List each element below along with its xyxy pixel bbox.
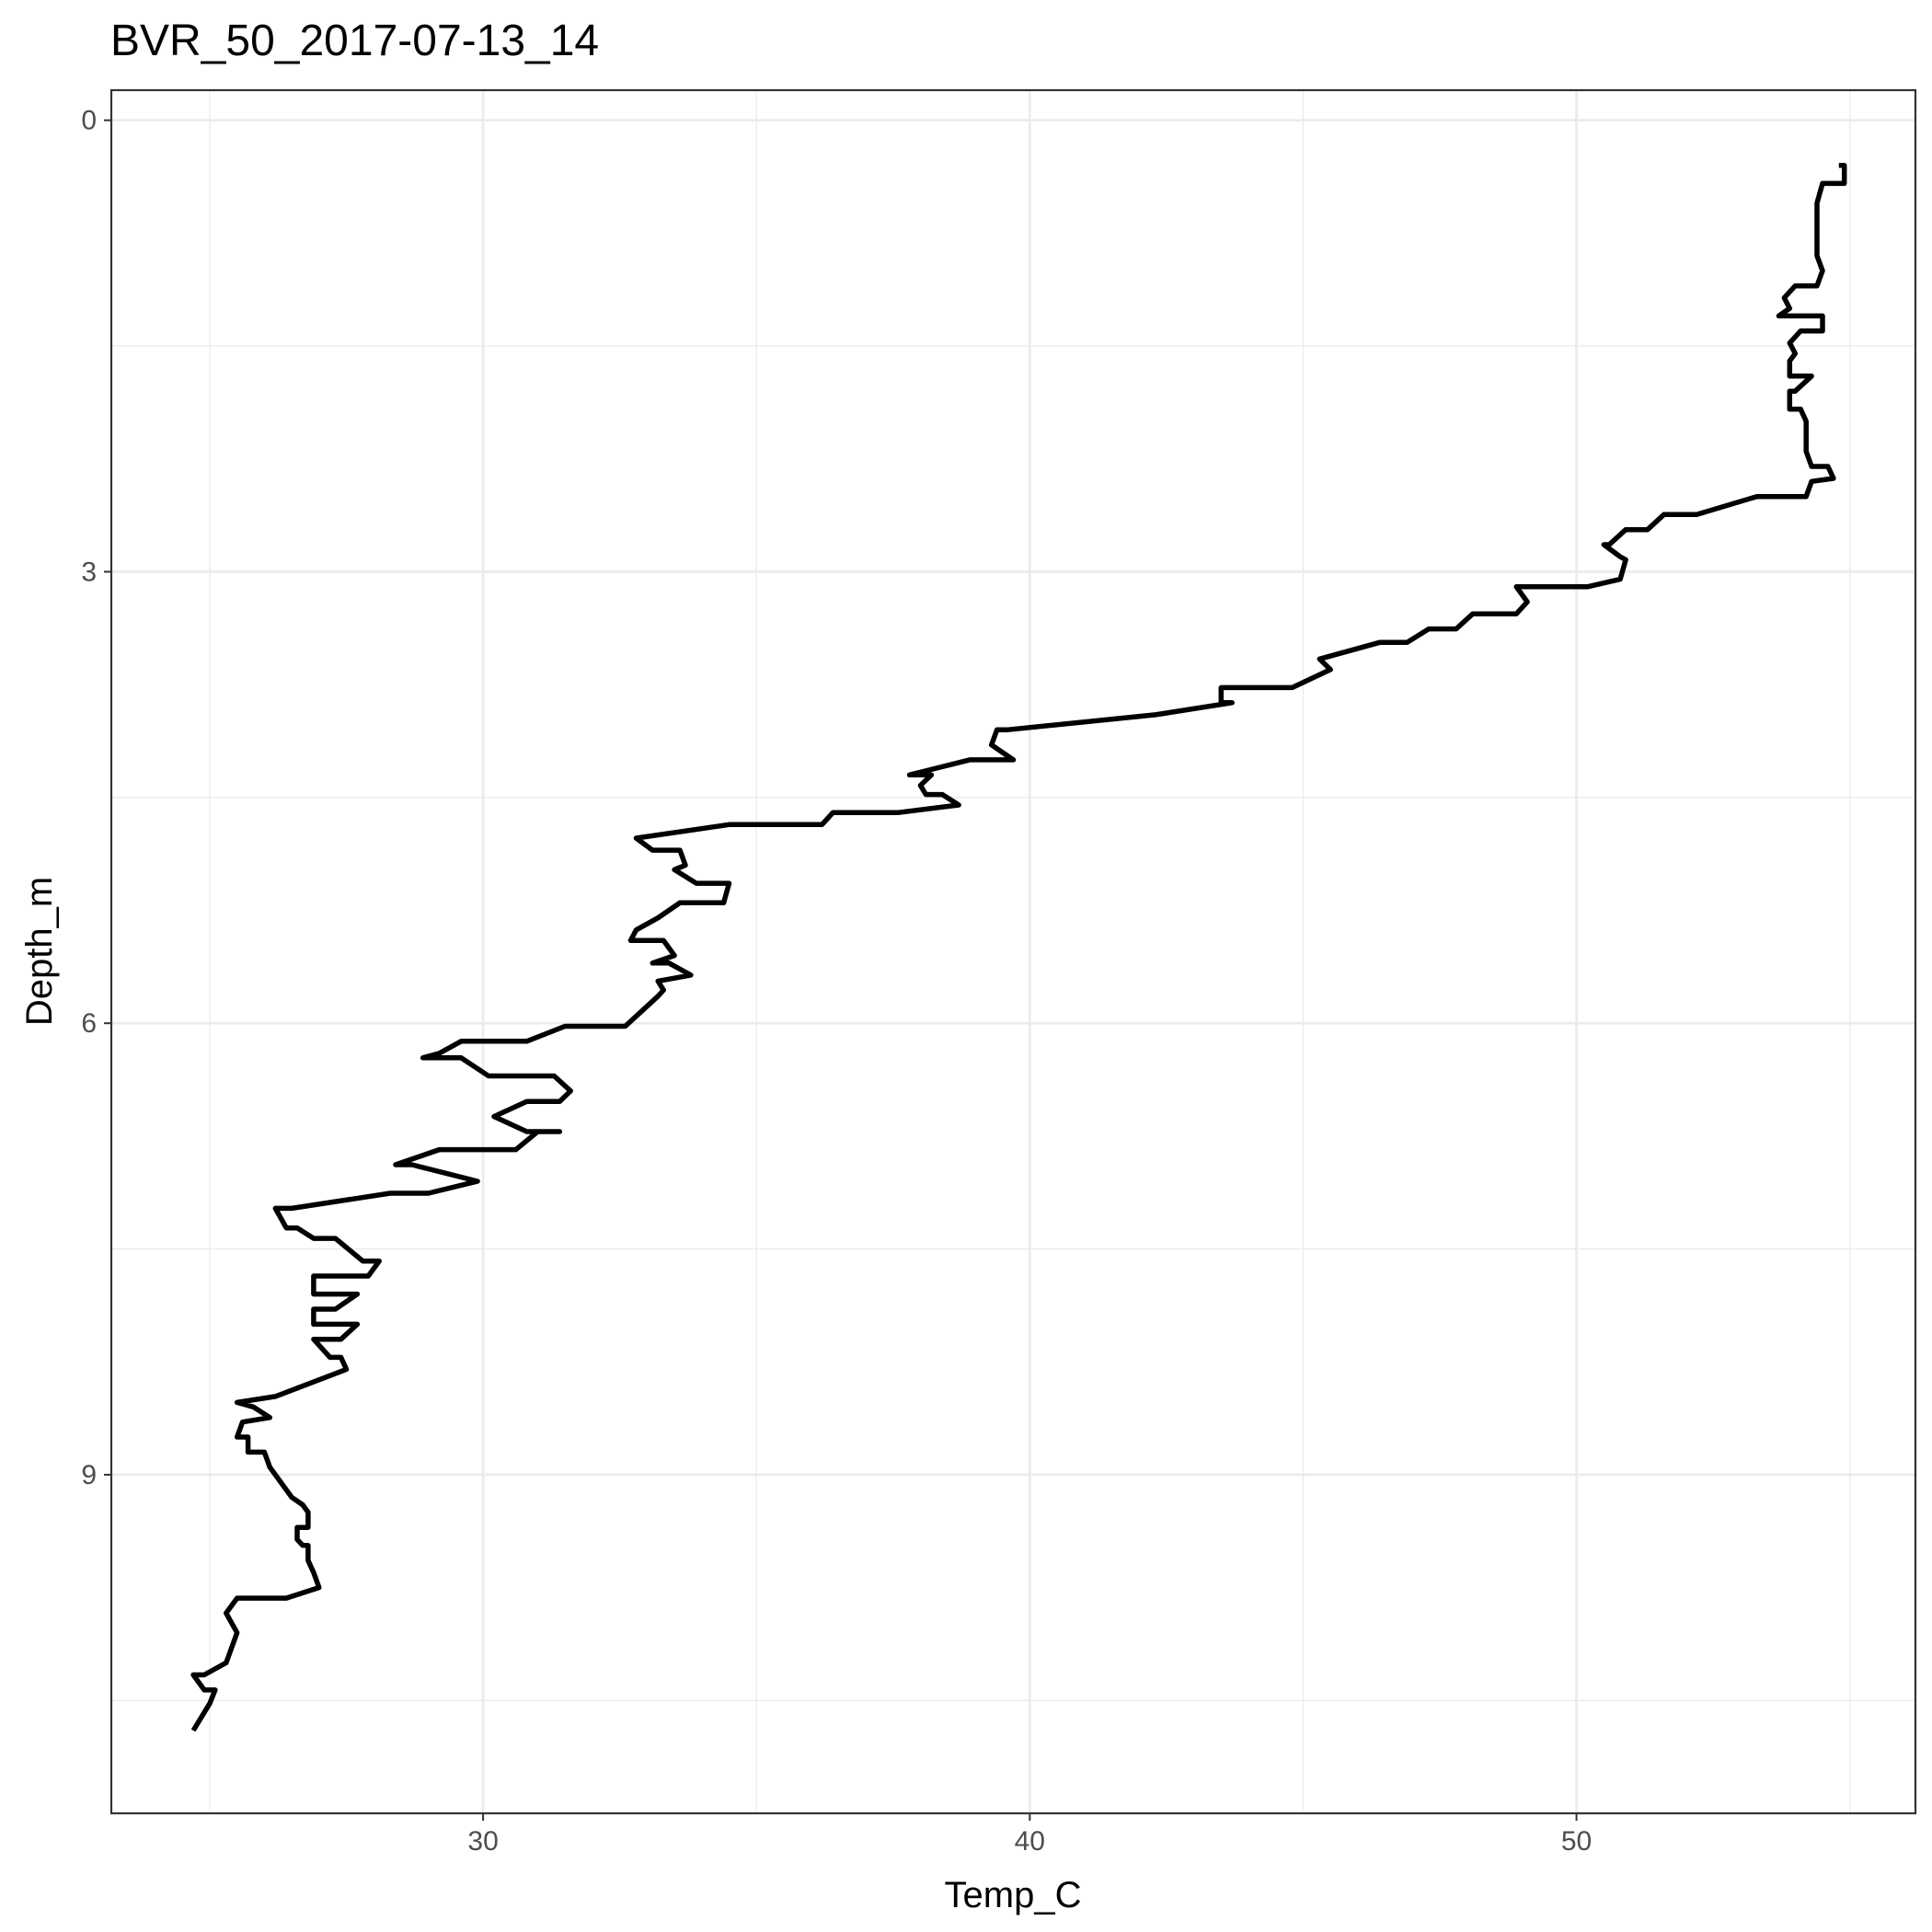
y-axis-label: Depth_m <box>19 877 60 1026</box>
x-axis-label: Temp_C <box>945 1875 1082 1915</box>
y-axis: 0 3 6 9 <box>81 106 111 1490</box>
y-tick-label: 3 <box>81 557 97 587</box>
major-gridlines <box>111 90 1915 1813</box>
minor-gridlines <box>111 90 1915 1813</box>
y-tick-label: 6 <box>81 1008 97 1039</box>
y-tick-label: 9 <box>81 1460 97 1490</box>
x-tick-label: 40 <box>1015 1826 1045 1857</box>
plot-panel-border <box>109 88 1917 1815</box>
y-tick-label: 0 <box>81 106 97 136</box>
chart-title: BVR_50_2017-07-13_14 <box>110 17 599 65</box>
x-tick-label: 50 <box>1561 1826 1592 1857</box>
x-axis: 30 40 50 <box>467 1813 1592 1857</box>
temperature-profile-line <box>190 163 1847 1732</box>
x-tick-label: 30 <box>467 1826 498 1857</box>
